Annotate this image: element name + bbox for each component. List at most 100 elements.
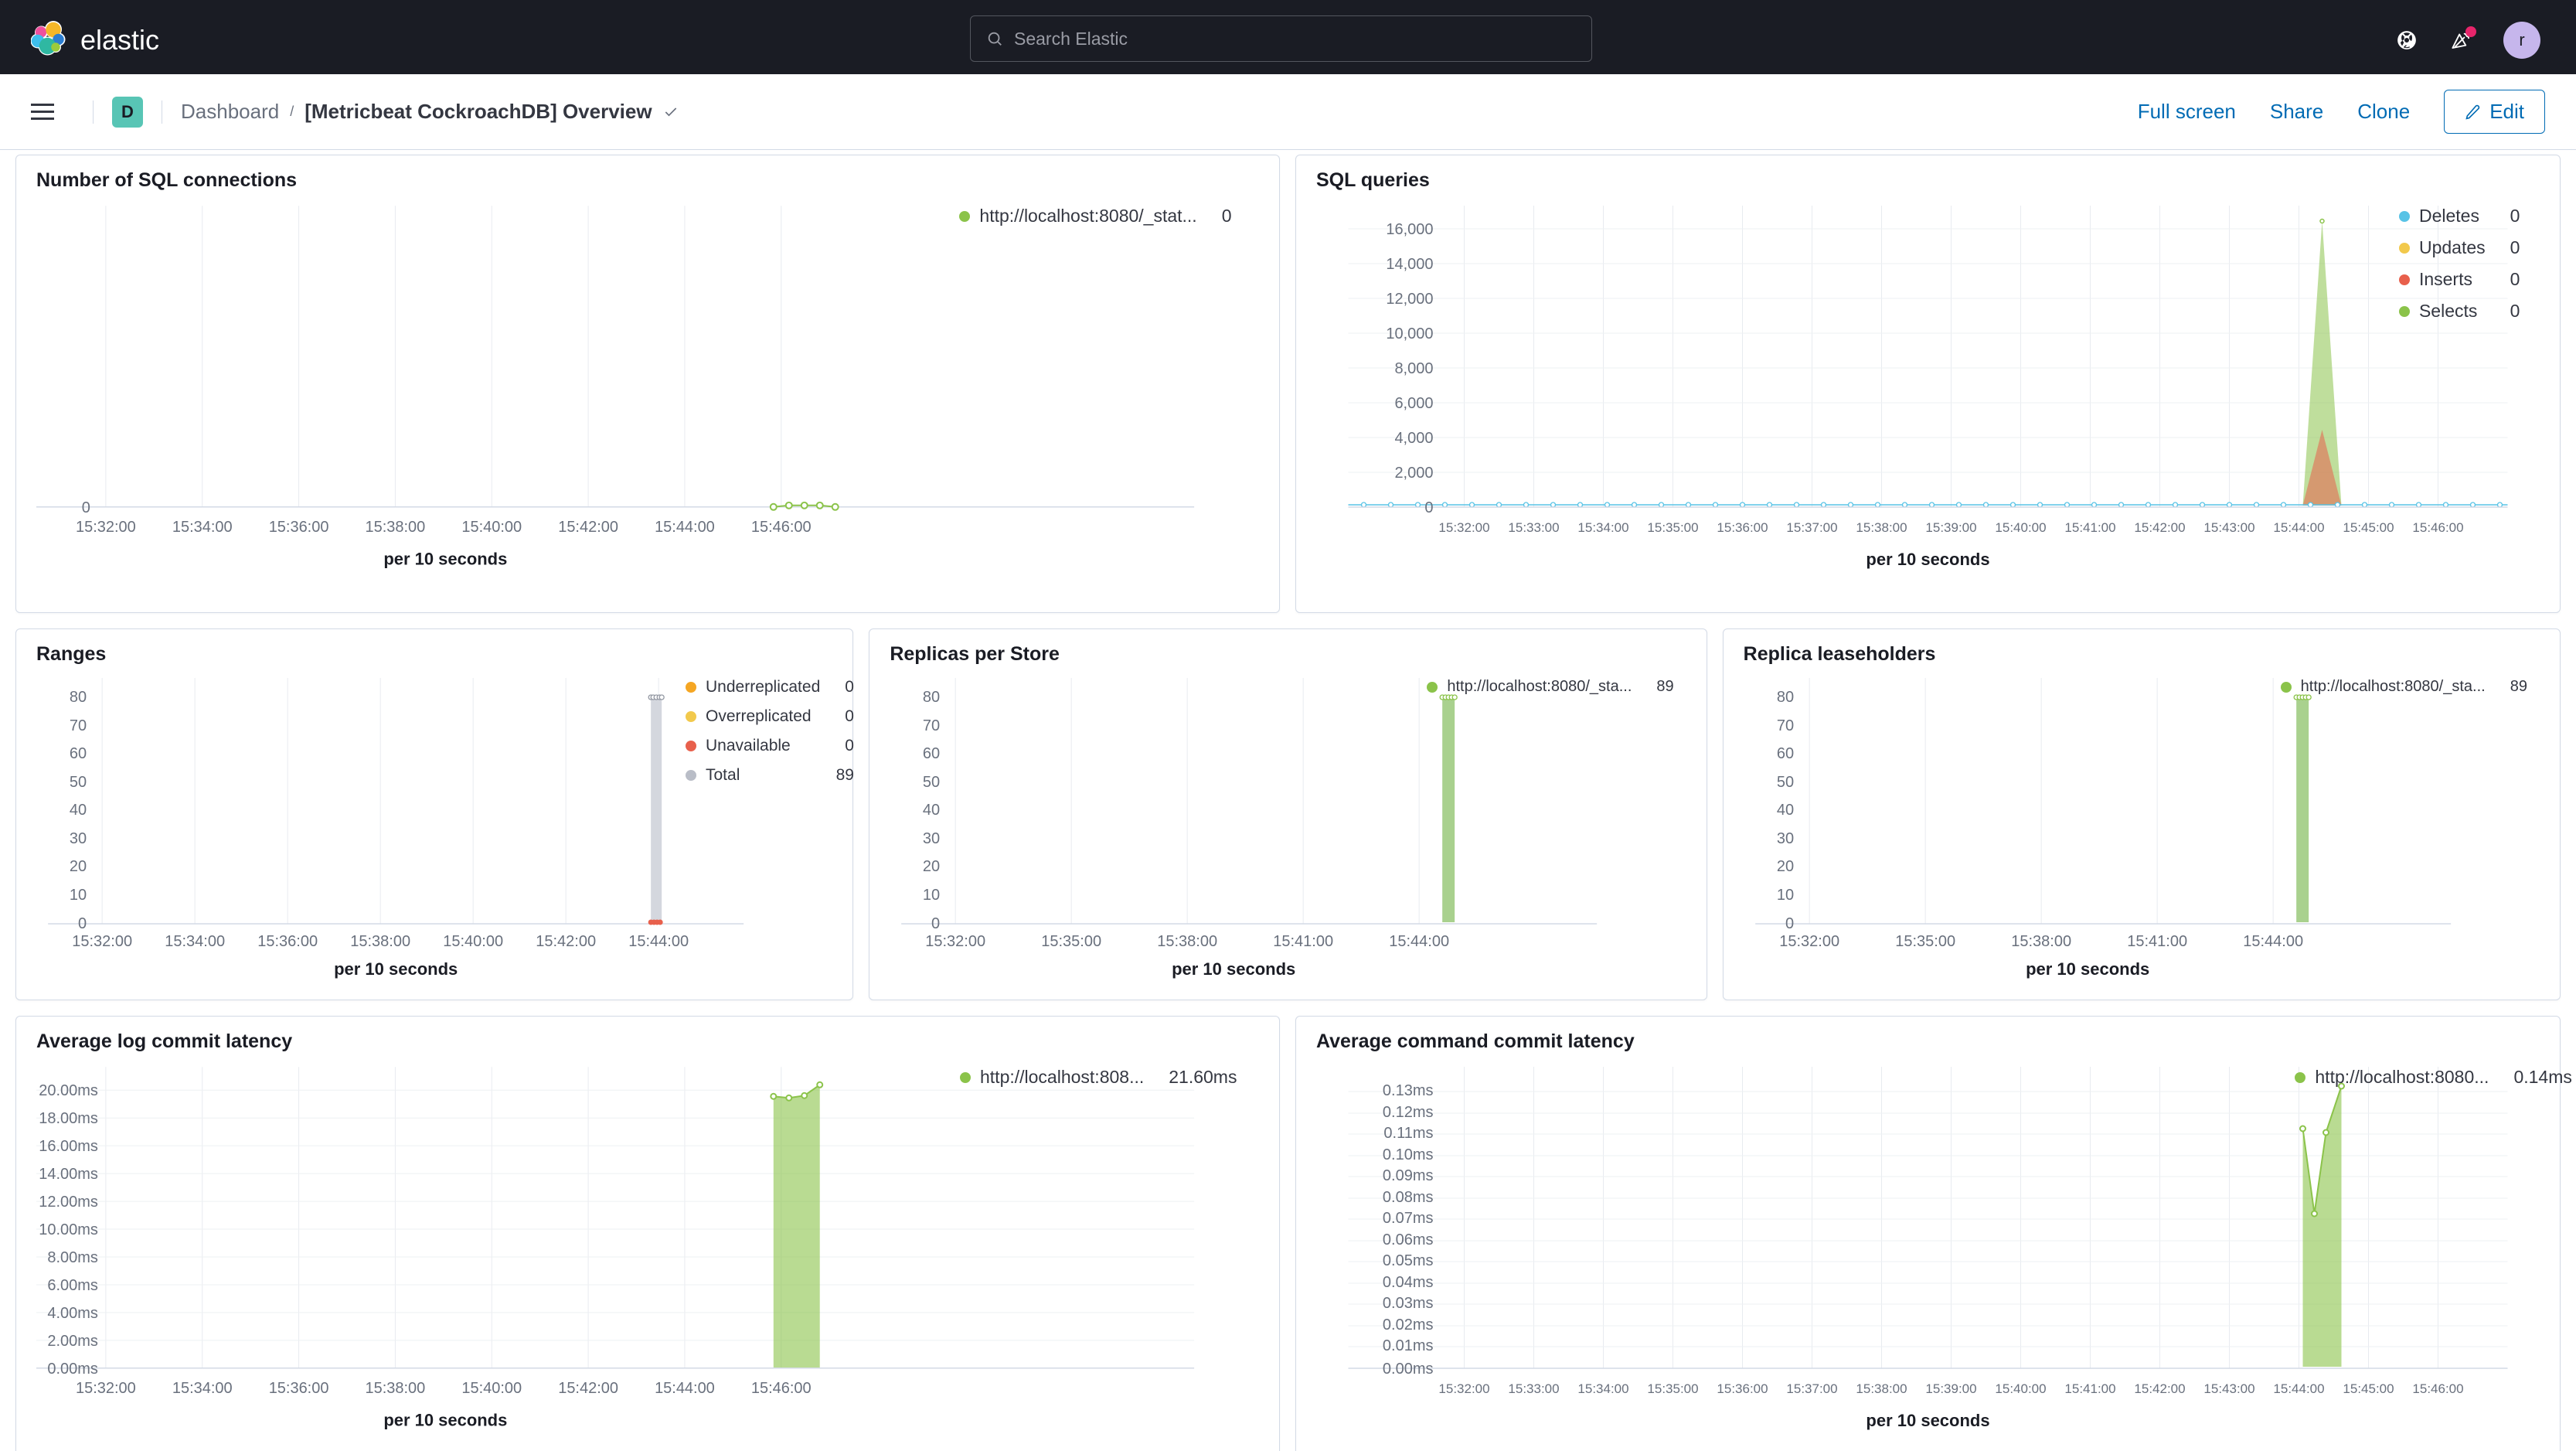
svg-text:0.08ms: 0.08ms <box>1383 1189 1434 1206</box>
svg-text:15:44:00: 15:44:00 <box>1390 933 1450 950</box>
svg-text:15:40:00: 15:40:00 <box>461 1380 522 1397</box>
svg-text:0.07ms: 0.07ms <box>1383 1210 1434 1227</box>
svg-text:14,000: 14,000 <box>1386 256 1433 273</box>
svg-text:15:34:00: 15:34:00 <box>172 1380 233 1397</box>
svg-text:15:36:00: 15:36:00 <box>1717 520 1768 535</box>
svg-text:15:45:00: 15:45:00 <box>2343 520 2394 535</box>
svg-text:15:40:00: 15:40:00 <box>1995 1381 2046 1396</box>
svg-text:10: 10 <box>70 887 87 904</box>
svg-text:2.00ms: 2.00ms <box>47 1333 97 1350</box>
svg-text:40: 40 <box>923 802 940 819</box>
svg-text:4,000: 4,000 <box>1394 430 1433 447</box>
svg-text:15:32:00: 15:32:00 <box>1438 520 1489 535</box>
svg-text:15:40:00: 15:40:00 <box>1995 520 2046 535</box>
svg-text:20: 20 <box>923 858 940 875</box>
svg-text:per 10 seconds: per 10 seconds <box>1866 1411 1989 1430</box>
svg-text:30: 30 <box>1777 830 1794 847</box>
svg-text:15:42:00: 15:42:00 <box>2134 520 2185 535</box>
svg-text:per 10 seconds: per 10 seconds <box>334 959 458 979</box>
svg-text:0.06ms: 0.06ms <box>1383 1231 1434 1248</box>
svg-text:15:46:00: 15:46:00 <box>751 519 812 536</box>
svg-text:15:44:00: 15:44:00 <box>655 1380 715 1397</box>
svg-text:0: 0 <box>78 915 87 932</box>
svg-text:per 10 seconds: per 10 seconds <box>383 1411 507 1430</box>
svg-text:15:35:00: 15:35:00 <box>1895 933 1955 950</box>
svg-text:18.00ms: 18.00ms <box>39 1110 98 1127</box>
svg-text:15:43:00: 15:43:00 <box>2203 520 2254 535</box>
svg-text:15:33:00: 15:33:00 <box>1508 520 1559 535</box>
svg-text:15:46:00: 15:46:00 <box>2412 1381 2463 1396</box>
svg-text:20: 20 <box>70 858 87 875</box>
svg-text:0.00ms: 0.00ms <box>1383 1361 1434 1378</box>
svg-text:6.00ms: 6.00ms <box>47 1277 97 1294</box>
svg-text:15:45:00: 15:45:00 <box>2343 1381 2394 1396</box>
svg-text:15:36:00: 15:36:00 <box>1717 1381 1768 1396</box>
svg-text:15:39:00: 15:39:00 <box>1925 520 1976 535</box>
svg-text:60: 60 <box>70 745 87 762</box>
svg-text:0.01ms: 0.01ms <box>1383 1337 1434 1354</box>
svg-text:15:38:00: 15:38:00 <box>366 1380 426 1397</box>
svg-text:0.13ms: 0.13ms <box>1383 1082 1434 1099</box>
svg-text:15:35:00: 15:35:00 <box>1647 1381 1698 1396</box>
svg-text:10.00ms: 10.00ms <box>39 1221 98 1238</box>
svg-text:16,000: 16,000 <box>1386 221 1433 238</box>
svg-text:0: 0 <box>931 915 940 932</box>
svg-text:12.00ms: 12.00ms <box>39 1194 98 1211</box>
svg-text:15:34:00: 15:34:00 <box>165 933 225 950</box>
svg-text:0.12ms: 0.12ms <box>1383 1104 1434 1121</box>
svg-text:15:44:00: 15:44:00 <box>2273 1381 2324 1396</box>
svg-text:per 10 seconds: per 10 seconds <box>1866 550 1989 569</box>
svg-text:30: 30 <box>70 830 87 847</box>
svg-text:10: 10 <box>923 887 940 904</box>
svg-text:15:32:00: 15:32:00 <box>72 933 132 950</box>
svg-text:15:41:00: 15:41:00 <box>2127 933 2187 950</box>
svg-text:80: 80 <box>1777 689 1794 706</box>
svg-text:15:35:00: 15:35:00 <box>1647 520 1698 535</box>
svg-text:15:40:00: 15:40:00 <box>461 519 522 536</box>
svg-text:15:33:00: 15:33:00 <box>1508 1381 1559 1396</box>
svg-text:15:32:00: 15:32:00 <box>1438 1381 1489 1396</box>
svg-text:0.03ms: 0.03ms <box>1383 1295 1434 1312</box>
svg-text:50: 50 <box>923 774 940 791</box>
svg-text:0.05ms: 0.05ms <box>1383 1252 1434 1269</box>
svg-text:15:35:00: 15:35:00 <box>1042 933 1102 950</box>
svg-text:4.00ms: 4.00ms <box>47 1305 97 1322</box>
svg-text:50: 50 <box>70 774 87 791</box>
svg-text:15:36:00: 15:36:00 <box>269 519 329 536</box>
svg-text:15:32:00: 15:32:00 <box>76 1380 136 1397</box>
svg-text:6,000: 6,000 <box>1394 395 1433 412</box>
svg-text:0.02ms: 0.02ms <box>1383 1316 1434 1333</box>
svg-text:40: 40 <box>1777 802 1794 819</box>
svg-text:0.04ms: 0.04ms <box>1383 1274 1434 1291</box>
svg-text:0: 0 <box>1785 915 1794 932</box>
svg-text:15:37:00: 15:37:00 <box>1786 520 1837 535</box>
svg-text:15:34:00: 15:34:00 <box>172 519 233 536</box>
svg-text:15:39:00: 15:39:00 <box>1925 1381 1976 1396</box>
svg-text:15:38:00: 15:38:00 <box>1158 933 1218 950</box>
svg-text:15:32:00: 15:32:00 <box>926 933 986 950</box>
svg-text:15:44:00: 15:44:00 <box>2243 933 2303 950</box>
svg-text:per 10 seconds: per 10 seconds <box>383 550 507 569</box>
svg-text:10,000: 10,000 <box>1386 325 1433 342</box>
svg-text:0.11ms: 0.11ms <box>1383 1125 1433 1142</box>
svg-text:15:34:00: 15:34:00 <box>1577 520 1628 535</box>
svg-text:20.00ms: 20.00ms <box>39 1082 98 1099</box>
svg-text:50: 50 <box>1777 774 1794 791</box>
svg-text:15:44:00: 15:44:00 <box>628 933 689 950</box>
svg-text:14.00ms: 14.00ms <box>39 1166 98 1183</box>
svg-text:15:44:00: 15:44:00 <box>655 519 715 536</box>
svg-text:15:38:00: 15:38:00 <box>1856 1381 1907 1396</box>
svg-text:15:46:00: 15:46:00 <box>751 1380 812 1397</box>
svg-text:12,000: 12,000 <box>1386 291 1433 308</box>
svg-text:80: 80 <box>923 689 940 706</box>
svg-text:80: 80 <box>70 689 87 706</box>
svg-text:70: 70 <box>1777 717 1794 734</box>
svg-text:15:32:00: 15:32:00 <box>1779 933 1839 950</box>
svg-text:60: 60 <box>923 745 940 762</box>
svg-text:60: 60 <box>1777 745 1794 762</box>
svg-text:10: 10 <box>1777 887 1794 904</box>
svg-text:15:41:00: 15:41:00 <box>2064 1381 2115 1396</box>
svg-text:20: 20 <box>1777 858 1794 875</box>
svg-text:2,000: 2,000 <box>1394 465 1433 482</box>
svg-text:15:42:00: 15:42:00 <box>558 1380 618 1397</box>
